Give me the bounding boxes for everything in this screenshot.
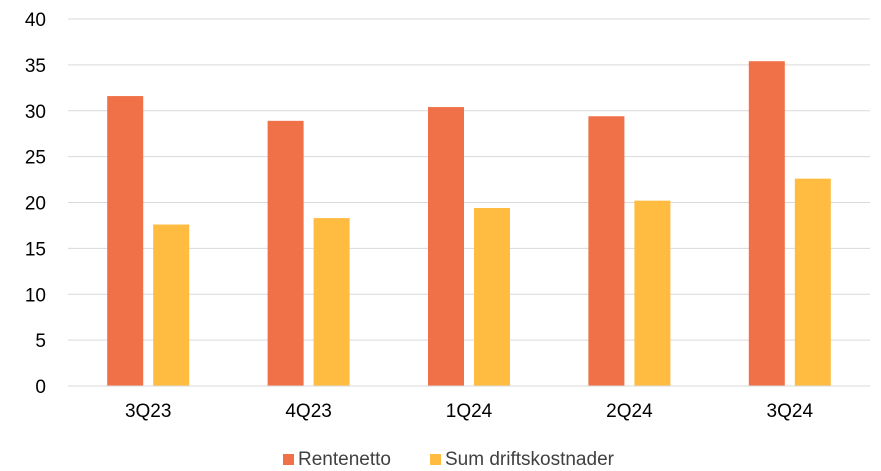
y-axis-tick-labels: 0 5 10 15 20 25 30 35 40 — [25, 10, 46, 398]
bar-sum-driftskostnader-3Q23 — [153, 224, 190, 386]
y-tick-label: 35 — [25, 56, 46, 77]
bar-sum-driftskostnader-3Q24 — [794, 178, 831, 386]
y-tick-label: 15 — [25, 239, 46, 260]
x-tick-label: 1Q24 — [446, 401, 493, 422]
y-tick-label: 10 — [25, 285, 46, 306]
legend-swatch-sum-driftskostnader — [430, 454, 441, 465]
bar-rentenetto-1Q24 — [428, 107, 464, 386]
bar-rentenetto-3Q24 — [748, 61, 785, 387]
legend-label-sum-driftskostnader: Sum driftskostnader — [445, 449, 615, 470]
x-tick-label: 4Q23 — [285, 401, 331, 422]
legend: Rentenetto Sum driftskostnader — [283, 449, 615, 470]
y-tick-label: 20 — [25, 194, 46, 215]
x-axis-tick-labels: 3Q23 4Q23 1Q24 2Q24 3Q24 — [125, 401, 814, 422]
bar-rentenetto-3Q23 — [107, 96, 144, 386]
bar-rentenetto-2Q24 — [588, 116, 625, 386]
x-tick-label: 3Q24 — [767, 401, 814, 422]
legend-label-rentenetto: Rentenetto — [298, 449, 391, 470]
y-tick-label: 5 — [35, 331, 46, 352]
y-tick-label: 30 — [25, 102, 46, 123]
x-tick-label: 3Q23 — [125, 401, 171, 422]
x-tick-label: 2Q24 — [606, 401, 653, 422]
legend-swatch-rentenetto — [283, 454, 294, 465]
bar-sum-driftskostnader-4Q23 — [313, 218, 350, 386]
y-tick-label: 25 — [25, 148, 46, 169]
bar-sum-driftskostnader-2Q24 — [634, 200, 671, 386]
y-tick-label: 40 — [25, 10, 46, 31]
bar-sum-driftskostnader-1Q24 — [474, 208, 510, 386]
bars — [107, 61, 831, 387]
bar-rentenetto-4Q23 — [267, 120, 304, 386]
gridlines — [68, 18, 870, 341]
y-tick-label: 0 — [35, 377, 46, 398]
